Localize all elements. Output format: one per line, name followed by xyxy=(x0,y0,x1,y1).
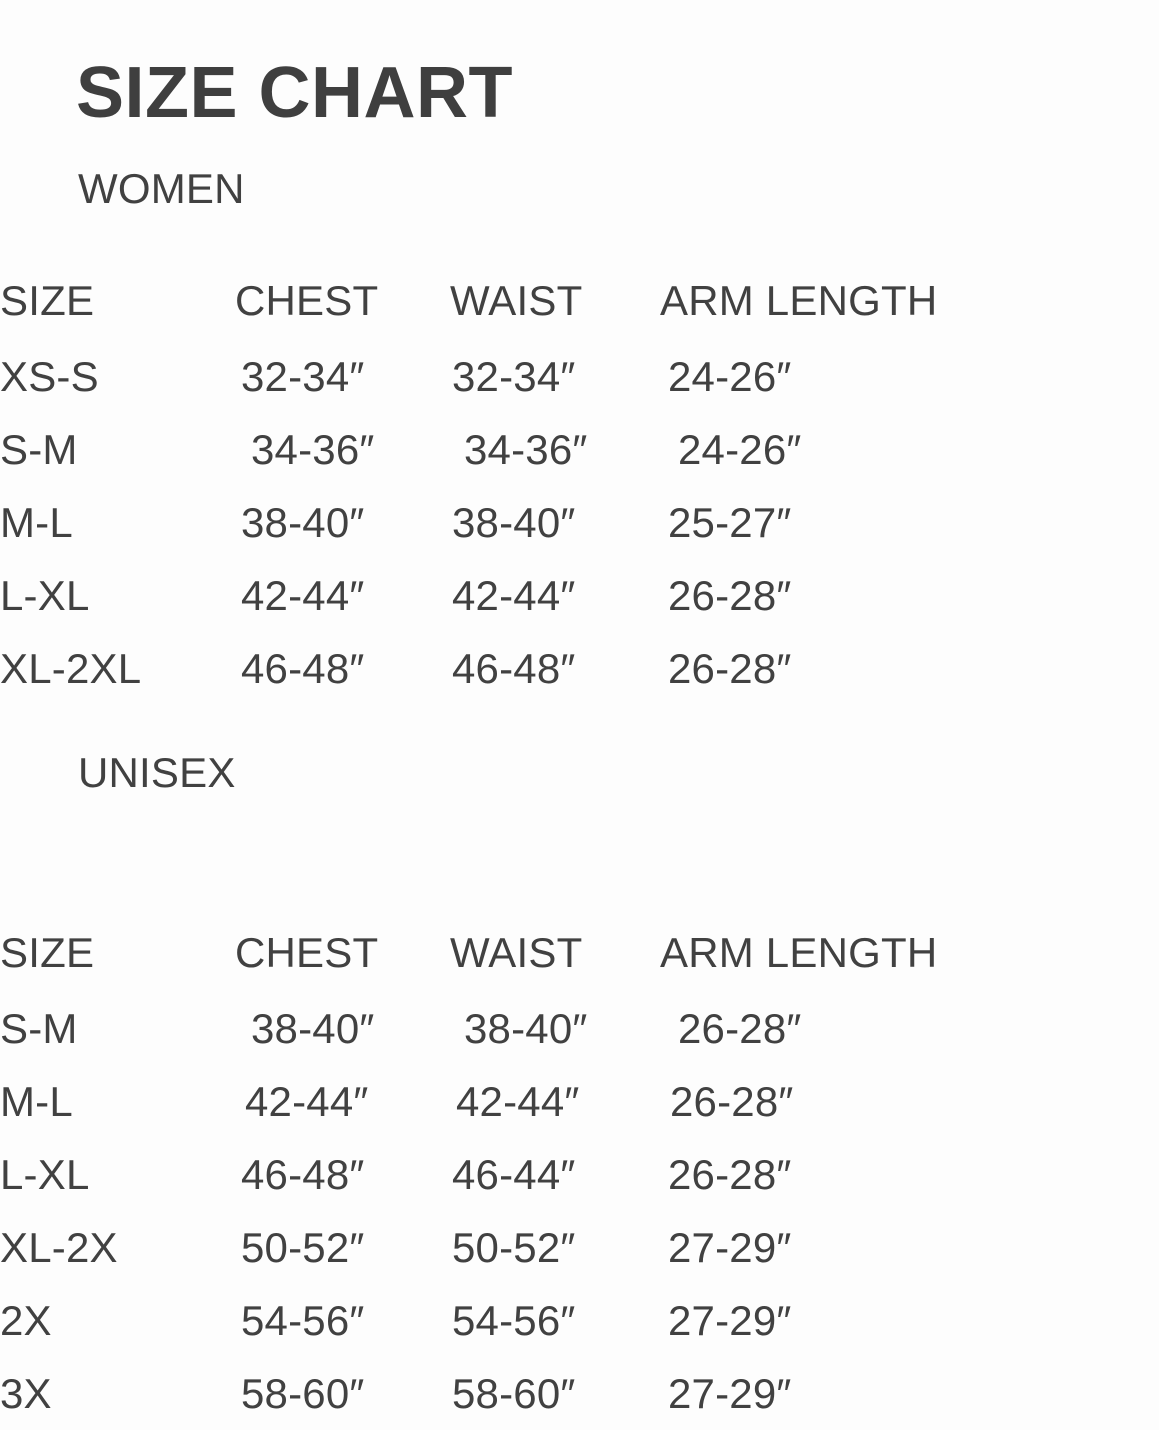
table-row: XL-2XL 46-48″ 46-48″ 26-28″ xyxy=(0,632,1000,705)
cell-waist: 42-44″ xyxy=(452,571,576,619)
cell-size: L-XL xyxy=(0,571,90,619)
cell-size: XL-2X xyxy=(0,1223,118,1271)
cell-size: M-L xyxy=(0,1077,73,1125)
column-header-arm-length: ARM LENGTH xyxy=(660,277,938,324)
size-table-unisex: SIZE CHEST WAIST ARM LENGTH S-M 38-40″ 3… xyxy=(0,914,1000,1430)
table-row: S-M 34-36″ 34-36″ 24-26″ xyxy=(0,413,1000,486)
cell-chest: 42-44″ xyxy=(241,571,365,619)
cell-chest: 42-44″ xyxy=(245,1077,369,1125)
cell-waist: 54-56″ xyxy=(452,1296,576,1344)
cell-chest: 58-60″ xyxy=(241,1369,365,1417)
cell-size: 3X xyxy=(0,1369,52,1417)
table-header-row: SIZE CHEST WAIST ARM LENGTH xyxy=(0,914,1000,992)
cell-size: M-L xyxy=(0,498,73,546)
column-header-arm-length: ARM LENGTH xyxy=(660,929,938,976)
table-header-row: SIZE CHEST WAIST ARM LENGTH xyxy=(0,262,1000,340)
section-women: WOMEN SIZE CHEST WAIST ARM LENGTH XS-S 3… xyxy=(0,168,1159,705)
section-unisex: UNISEX SIZE CHEST WAIST ARM LENGTH S-M 3… xyxy=(0,752,1159,1430)
cell-size: 2X xyxy=(0,1296,52,1344)
table-row: 3X 58-60″ 58-60″ 27-29″ xyxy=(0,1357,1000,1430)
section-label-women: WOMEN xyxy=(78,165,245,212)
cell-chest: 38-40″ xyxy=(251,1004,375,1052)
column-header-size: SIZE xyxy=(0,277,95,324)
cell-waist: 46-48″ xyxy=(452,644,576,692)
column-header-chest: CHEST xyxy=(235,277,379,324)
cell-chest: 32-34″ xyxy=(241,352,365,400)
cell-arm-length: 27-29″ xyxy=(668,1296,792,1344)
table-row: 2X 54-56″ 54-56″ 27-29″ xyxy=(0,1284,1000,1357)
table-row: M-L 42-44″ 42-44″ 26-28″ xyxy=(0,1065,1000,1138)
cell-chest: 46-48″ xyxy=(241,1150,365,1198)
cell-arm-length: 26-28″ xyxy=(668,644,792,692)
table-row: XL-2X 50-52″ 50-52″ 27-29″ xyxy=(0,1211,1000,1284)
cell-size: L-XL xyxy=(0,1150,90,1198)
column-header-size: SIZE xyxy=(0,929,95,976)
cell-arm-length: 24-26″ xyxy=(678,425,802,473)
cell-arm-length: 26-28″ xyxy=(670,1077,794,1125)
cell-size: XS-S xyxy=(0,352,99,400)
cell-chest: 54-56″ xyxy=(241,1296,365,1344)
cell-arm-length: 27-29″ xyxy=(668,1223,792,1271)
table-row: S-M 38-40″ 38-40″ 26-28″ xyxy=(0,992,1000,1065)
cell-waist: 32-34″ xyxy=(452,352,576,400)
section-label-unisex: UNISEX xyxy=(78,749,236,796)
cell-chest: 38-40″ xyxy=(241,498,365,546)
cell-chest: 34-36″ xyxy=(251,425,375,473)
cell-arm-length: 26-28″ xyxy=(678,1004,802,1052)
cell-waist: 38-40″ xyxy=(464,1004,588,1052)
table-row: XS-S 32-34″ 32-34″ 24-26″ xyxy=(0,340,1000,413)
cell-arm-length: 26-28″ xyxy=(668,571,792,619)
cell-waist: 34-36″ xyxy=(464,425,588,473)
column-header-waist: WAIST xyxy=(450,277,583,324)
cell-waist: 46-44″ xyxy=(452,1150,576,1198)
cell-arm-length: 24-26″ xyxy=(668,352,792,400)
cell-waist: 38-40″ xyxy=(452,498,576,546)
column-header-waist: WAIST xyxy=(450,929,583,976)
cell-arm-length: 25-27″ xyxy=(668,498,792,546)
cell-size: XL-2XL xyxy=(0,644,142,692)
cell-size: S-M xyxy=(0,1004,78,1052)
cell-waist: 58-60″ xyxy=(452,1369,576,1417)
column-header-chest: CHEST xyxy=(235,929,379,976)
cell-chest: 46-48″ xyxy=(241,644,365,692)
cell-arm-length: 27-29″ xyxy=(668,1369,792,1417)
cell-waist: 42-44″ xyxy=(456,1077,580,1125)
table-row: L-XL 46-48″ 46-44″ 26-28″ xyxy=(0,1138,1000,1211)
cell-chest: 50-52″ xyxy=(241,1223,365,1271)
page-title: SIZE CHART xyxy=(76,53,513,133)
cell-size: S-M xyxy=(0,425,78,473)
cell-waist: 50-52″ xyxy=(452,1223,576,1271)
table-row: L-XL 42-44″ 42-44″ 26-28″ xyxy=(0,559,1000,632)
cell-arm-length: 26-28″ xyxy=(668,1150,792,1198)
table-row: M-L 38-40″ 38-40″ 25-27″ xyxy=(0,486,1000,559)
size-table-women: SIZE CHEST WAIST ARM LENGTH XS-S 32-34″ … xyxy=(0,262,1000,705)
